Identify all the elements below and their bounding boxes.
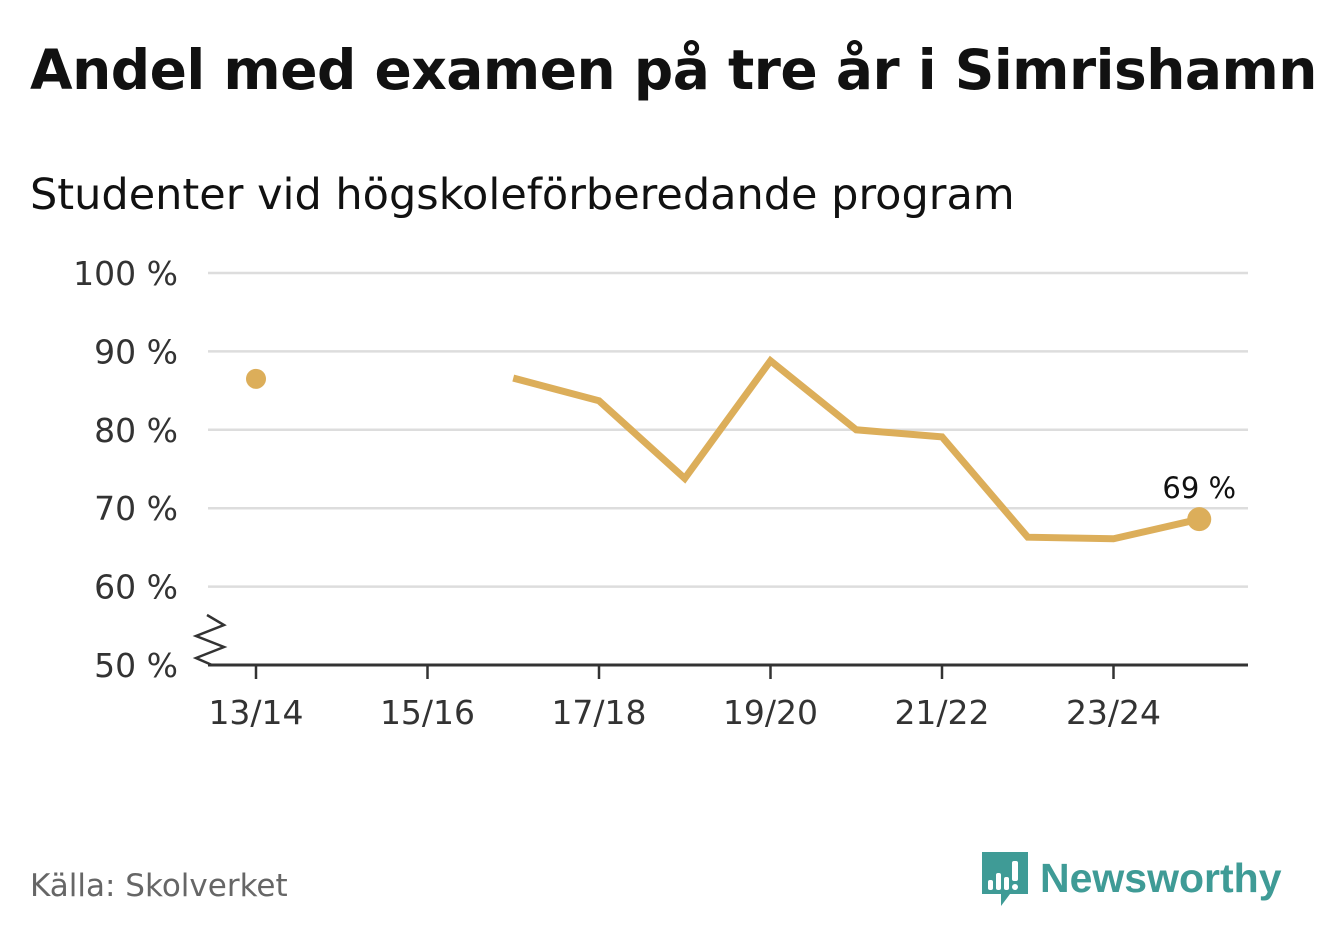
y-tick-label: 50 % xyxy=(94,646,178,685)
y-tick-label: 90 % xyxy=(94,332,178,371)
data-point xyxy=(246,368,266,389)
last-value-label: 69 % xyxy=(1162,471,1236,505)
series-line xyxy=(512,355,1201,543)
y-tick-label: 70 % xyxy=(94,489,178,528)
x-tick-label: 21/22 xyxy=(894,693,989,732)
x-tick-label: 13/14 xyxy=(208,693,303,732)
x-tick-label: 15/16 xyxy=(380,693,475,732)
x-tick-label: 17/18 xyxy=(551,693,646,732)
line-chart: 50 % 60 % 70 % 80 % 90 % 100 % 13/14 15/16 17/1… xyxy=(73,254,1248,732)
y-tick-label: 60 % xyxy=(94,568,178,607)
newsworthy-logo-icon xyxy=(982,852,1028,906)
x-tick-label: 19/20 xyxy=(723,693,818,732)
brand-name: Newsworthy xyxy=(1040,854,1282,901)
y-tick-label: 100 % xyxy=(73,254,178,293)
chart-subtitle: Studenter vid högskoleförberedande progr… xyxy=(30,170,1015,220)
x-tick-label: 23/24 xyxy=(1066,693,1161,732)
x-axis: 13/14 15/16 17/18 19/20 21/22 23/24 xyxy=(192,613,1248,732)
brand-logo: Newsworthy xyxy=(980,848,1282,908)
axis-break-icon xyxy=(192,613,228,667)
source-note: Källa: Skolverket xyxy=(30,868,288,904)
chart-title: Andel med examen på tre år i Simrishamn xyxy=(30,38,1317,102)
last-data-point xyxy=(1187,507,1212,532)
y-tick-label: 80 % xyxy=(94,411,178,450)
data-series: 69 % xyxy=(246,355,1236,543)
y-axis-tick-labels: 50 % 60 % 70 % 80 % 90 % 100 % xyxy=(73,254,178,685)
gridlines xyxy=(208,271,1248,588)
